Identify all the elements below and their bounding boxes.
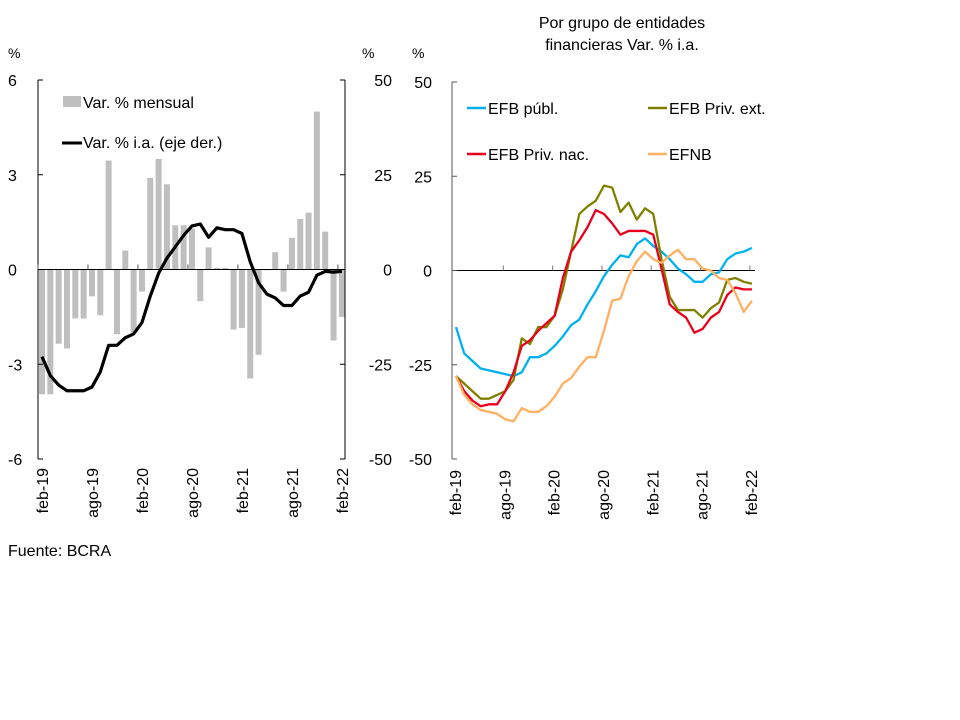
bar <box>297 218 304 270</box>
right-y-unit: % <box>412 45 424 61</box>
right-legend: EFB públ. EFB Priv. ext. EFB Priv. nac. … <box>467 101 766 164</box>
bar <box>105 160 112 270</box>
series-line-efb-priv-nac <box>454 209 752 408</box>
bar <box>138 269 145 292</box>
bar <box>197 269 204 302</box>
right-x-tick-label: feb-20 <box>547 470 564 515</box>
source-note: Fuente: BCRA <box>8 543 112 560</box>
right-y-ticks: 50 25 0 -25 -50 <box>409 75 432 469</box>
bar <box>97 269 104 316</box>
left-y2-tick-label: -25 <box>369 357 392 374</box>
series-line-efnb <box>454 248 753 423</box>
bar <box>113 269 120 335</box>
left-axes <box>37 79 346 460</box>
right-y-tick-label: 50 <box>414 75 432 92</box>
left-y2-tick-label: 50 <box>374 73 392 90</box>
bar <box>55 269 62 344</box>
legend-label-mensual: Var. % mensual <box>83 95 194 112</box>
bar <box>280 269 287 292</box>
bar <box>205 247 212 270</box>
left-y2-unit: % <box>362 45 374 61</box>
right-y-tick-label: -25 <box>409 358 432 375</box>
bar <box>180 225 187 270</box>
legend-label-efb-publ: EFB públ. <box>488 101 558 118</box>
right-title-line1: Por grupo de entidades <box>539 15 705 32</box>
bar <box>272 252 279 270</box>
left-x-tick-label: feb-20 <box>135 468 152 513</box>
right-x-tick-label: feb-19 <box>448 470 465 515</box>
line-series-ia <box>40 222 343 393</box>
right-x-ticks: feb-19 ago-19 feb-20 ago-20 feb-21 ago-21 feb-… <box>448 470 761 520</box>
right-y-tick-label: 25 <box>414 169 432 186</box>
bar <box>155 158 162 270</box>
series-line-efb-p-bl <box>454 237 753 378</box>
bar <box>230 269 237 330</box>
left-x-tick-label: ago-21 <box>285 468 302 518</box>
bar <box>322 231 329 270</box>
right-title-line2: financieras Var. % i.a. <box>545 37 699 54</box>
left-y-tick-label: -3 <box>8 357 22 374</box>
left-y2-tick-label: 25 <box>374 168 392 185</box>
legend-label-efb-priv-nac: EFB Priv. nac. <box>488 147 589 164</box>
bar <box>72 269 79 319</box>
left-x-tick-label: ago-19 <box>85 468 102 518</box>
left-x-tick-label: feb-19 <box>35 468 52 513</box>
bar <box>188 228 195 270</box>
bar <box>122 250 129 270</box>
left-y-tick-label: 6 <box>8 73 17 90</box>
right-axes <box>451 81 755 460</box>
series-line-efb-priv-ext <box>455 184 753 400</box>
legend-label-ia: Var. % i.a. (eje der.) <box>83 135 222 152</box>
bar <box>39 269 45 395</box>
right-chart: Por grupo de entidades financieras Var. … <box>409 15 766 520</box>
left-y-ticks: 6 3 0 -3 -6 50 25 0 -25 -50 <box>8 73 392 469</box>
legend-label-efb-priv-ext: EFB Priv. ext. <box>669 101 766 118</box>
left-y2-tick-label: -50 <box>369 452 392 469</box>
left-x-ticks: feb-19 ago-19 feb-20 ago-20 feb-21 ago-21 feb-… <box>35 468 352 518</box>
left-x-tick-label: ago-20 <box>185 468 202 518</box>
bar <box>338 269 345 317</box>
left-y2-tick-label: 0 <box>383 263 392 280</box>
right-x-tick-label: ago-19 <box>497 470 514 520</box>
bar <box>63 269 70 349</box>
bar <box>288 237 295 270</box>
right-series <box>454 184 753 423</box>
left-y-tick-label: -6 <box>8 452 22 469</box>
left-y-tick-label: 3 <box>8 168 17 185</box>
left-x-tick-label: feb-22 <box>335 468 352 513</box>
bar <box>47 269 54 395</box>
left-y-tick-label: 0 <box>8 263 17 280</box>
bar <box>147 177 154 270</box>
left-y-unit: % <box>8 45 20 61</box>
right-x-tick-label: ago-20 <box>596 470 613 520</box>
right-x-tick-label: ago-21 <box>695 470 712 520</box>
right-x-tick-label: feb-22 <box>744 470 761 515</box>
bar <box>163 184 170 270</box>
bar <box>247 269 254 379</box>
bar <box>80 269 87 319</box>
bar <box>330 269 337 341</box>
left-chart: % % Var. % mensual Var. % i.a. (eje der.… <box>8 45 392 518</box>
right-x-tick-label: feb-21 <box>645 470 662 515</box>
right-y-tick-label: -50 <box>409 452 432 469</box>
right-y-tick-label: 0 <box>423 264 432 281</box>
bar-series <box>39 111 345 395</box>
bar <box>238 269 245 328</box>
bar <box>213 267 220 270</box>
bar <box>130 269 137 333</box>
bar <box>313 111 320 270</box>
bar <box>305 212 312 270</box>
bar <box>88 269 95 297</box>
legend-swatch-mensual <box>63 96 81 107</box>
left-legend: Var. % mensual Var. % i.a. (eje der.) <box>62 95 222 152</box>
legend-label-efnb: EFNB <box>669 147 712 164</box>
bar <box>255 269 262 355</box>
bar <box>222 267 229 270</box>
left-x-tick-label: feb-21 <box>235 468 252 513</box>
